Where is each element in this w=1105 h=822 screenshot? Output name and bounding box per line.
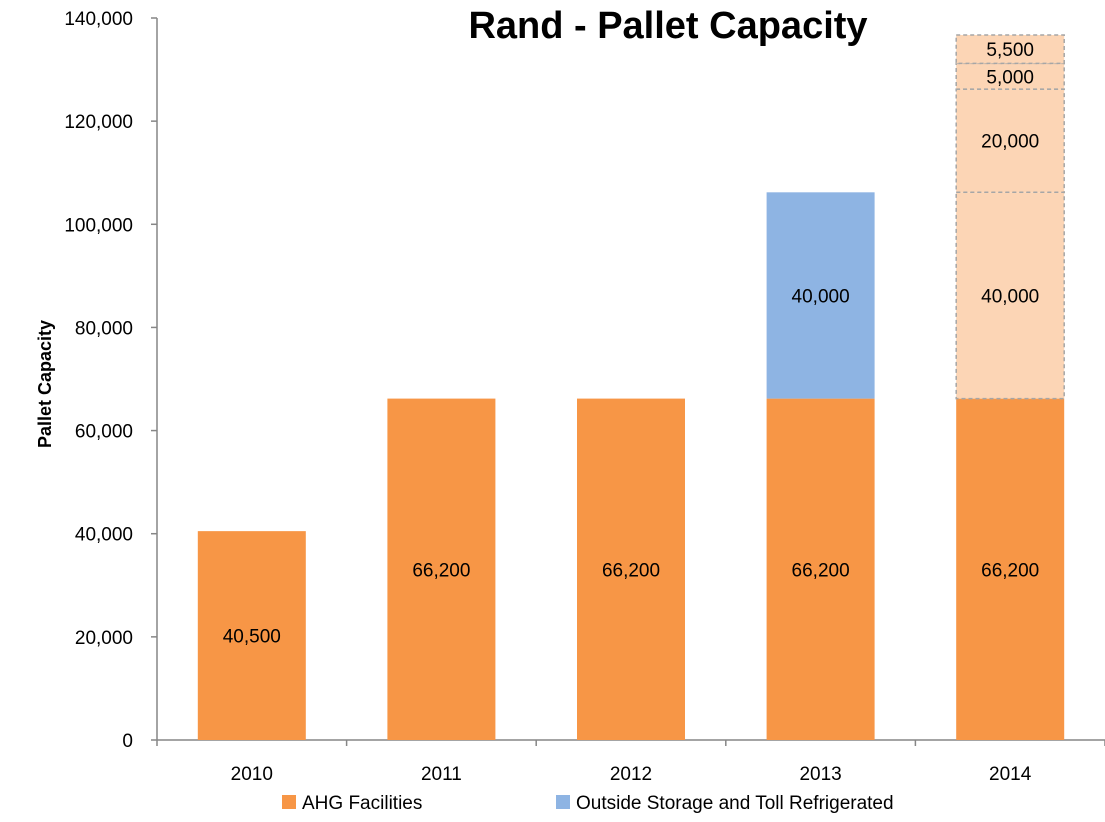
y-tick-label: 120,000 xyxy=(64,112,133,133)
bar-data-label: 40,000 xyxy=(792,286,850,307)
x-tick-label: 2010 xyxy=(231,764,273,785)
x-tick-label: 2013 xyxy=(799,764,841,785)
bar xyxy=(956,398,1065,740)
planned-bar-segment xyxy=(955,62,1065,90)
legend-label: AHG Facilities xyxy=(302,793,422,814)
y-tick-label: 140,000 xyxy=(64,9,133,30)
chart-title: Rand - Pallet Capacity xyxy=(468,5,867,47)
planned-bar-segment xyxy=(955,88,1065,194)
x-tick-label: 2011 xyxy=(421,764,462,785)
planned-bar-segment xyxy=(955,34,1065,65)
y-tick-label: 60,000 xyxy=(75,422,133,443)
bar xyxy=(577,398,685,740)
bar xyxy=(387,398,496,740)
bar-data-label: 66,200 xyxy=(412,560,470,581)
legend-swatch xyxy=(282,795,296,809)
planned-segment-label: 20,000 xyxy=(981,132,1039,153)
y-tick-label: 80,000 xyxy=(75,318,133,339)
planned-bar-segment xyxy=(955,191,1065,400)
bar-data-label: 66,200 xyxy=(792,560,850,581)
legend-swatch xyxy=(556,795,570,809)
bar xyxy=(766,398,875,740)
x-tick-label: 2012 xyxy=(610,764,652,785)
legend-label: Outside Storage and Toll Refrigerated xyxy=(576,793,894,814)
x-tick-label: 2014 xyxy=(989,764,1032,785)
plot-area: 0 20,000 40,000 60,000 80,000 100,000 120,000 1… xyxy=(64,9,1105,785)
planned-segment-label: 5,000 xyxy=(986,67,1034,88)
bar xyxy=(766,192,875,399)
bar xyxy=(197,531,306,740)
y-tick-label: 0 xyxy=(122,731,133,752)
planned-segment-label: 40,000 xyxy=(981,286,1039,307)
y-axis-title: Pallet Capacity xyxy=(35,320,55,448)
bar-data-label: 40,500 xyxy=(223,627,281,648)
planned-segment-label: 5,500 xyxy=(986,40,1034,61)
legend: AHG Facilities Outside Storage and Toll R… xyxy=(282,793,894,814)
bar-data-label: 66,200 xyxy=(602,560,660,581)
y-tick-label: 40,000 xyxy=(75,525,133,546)
bar-data-label: 66,200 xyxy=(981,560,1039,581)
y-tick-label: 20,000 xyxy=(75,628,133,649)
y-tick-label: 100,000 xyxy=(64,215,133,236)
